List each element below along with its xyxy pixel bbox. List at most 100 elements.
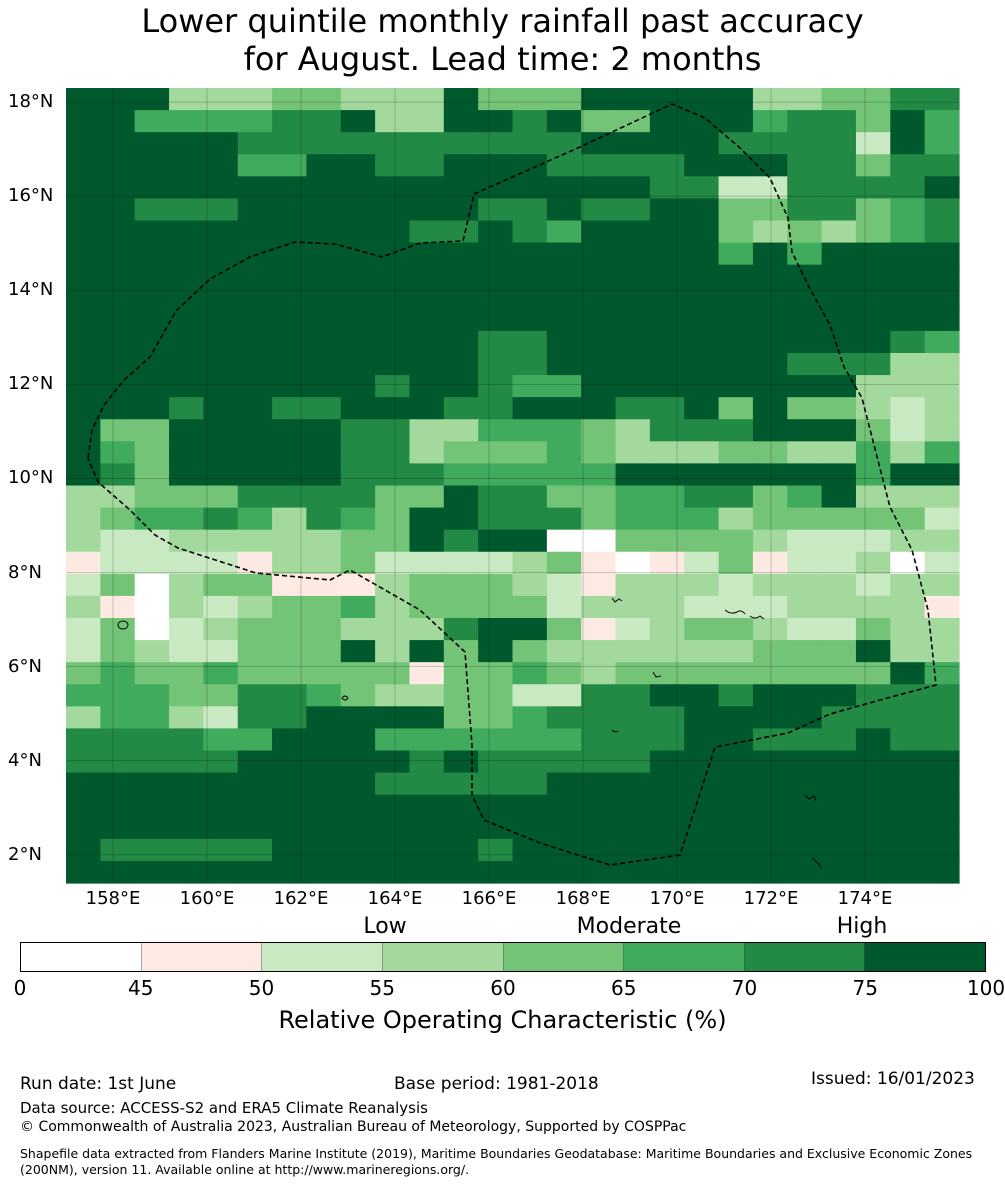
grid-cell xyxy=(512,286,548,310)
grid-cell xyxy=(134,728,170,752)
grid-cell xyxy=(443,198,479,222)
grid-cell xyxy=(237,772,273,796)
grid-cell xyxy=(409,286,445,310)
grid-cell xyxy=(821,419,857,442)
grid-cell xyxy=(100,662,136,685)
grid-cell xyxy=(237,375,273,398)
grid-cell xyxy=(203,816,239,840)
grid-cell xyxy=(478,375,514,398)
grid-cell xyxy=(546,838,582,862)
grid-cell xyxy=(752,529,788,553)
grid-cell xyxy=(512,640,548,663)
grid-cell xyxy=(66,595,101,619)
grid-cell xyxy=(409,330,445,354)
grid-cell xyxy=(375,419,411,442)
grid-cell xyxy=(821,816,857,840)
grid-cell xyxy=(718,618,754,641)
grid-cell xyxy=(272,154,308,177)
grid-cell xyxy=(100,353,136,376)
grid-cell xyxy=(855,375,891,398)
colorbar-swatch xyxy=(744,943,866,971)
grid-cell xyxy=(821,618,857,641)
grid-cell xyxy=(821,728,857,752)
grid-cell xyxy=(478,463,514,487)
grid-cell xyxy=(100,684,136,707)
grid-cell xyxy=(512,441,548,465)
grid-cell xyxy=(237,750,273,774)
grid-cell xyxy=(443,728,479,752)
grid-cell xyxy=(787,441,823,465)
grid-cell xyxy=(649,507,685,531)
grid-cell xyxy=(649,816,685,840)
grid-cell xyxy=(546,640,582,663)
grid-cell xyxy=(340,816,376,840)
grid-cell xyxy=(272,308,308,332)
grid-cell xyxy=(890,88,926,111)
grid-cell xyxy=(478,441,514,465)
grid-cell xyxy=(340,441,376,465)
grid-cell xyxy=(478,88,514,111)
grid-cell xyxy=(340,507,376,531)
grid-cell xyxy=(924,198,960,222)
grid-cell xyxy=(890,198,926,222)
grid-cell xyxy=(855,286,891,310)
grid-cell xyxy=(443,551,479,575)
grid-cell xyxy=(375,110,411,133)
grid-cell xyxy=(787,330,823,354)
grid-cell xyxy=(237,573,273,597)
grid-cell xyxy=(169,375,204,398)
island-outlines xyxy=(117,597,823,870)
grid-cell xyxy=(924,529,960,553)
grid-cell xyxy=(306,772,342,796)
grid-cell xyxy=(409,529,445,553)
grid-cell xyxy=(546,860,582,884)
grid-cell xyxy=(375,838,411,862)
grid-cell xyxy=(169,397,204,420)
grid-cell xyxy=(855,220,891,244)
grid-cell xyxy=(718,198,754,222)
grid-cell xyxy=(855,728,891,752)
grid-cell xyxy=(546,750,582,774)
grid-cell xyxy=(581,132,617,155)
grid-cell xyxy=(649,640,685,663)
grid-cell xyxy=(409,551,445,575)
grid-cell xyxy=(409,110,445,133)
grid-cell xyxy=(615,198,651,222)
grid-cell xyxy=(684,640,720,663)
grid-cell xyxy=(409,419,445,442)
grid-cell xyxy=(924,640,960,663)
grid-cell xyxy=(409,794,445,818)
grid-cell xyxy=(787,286,823,310)
grid-cell xyxy=(134,794,170,818)
grid-cell xyxy=(718,375,754,398)
grid-cell xyxy=(924,772,960,796)
grid-cell xyxy=(752,772,788,796)
grid-cell xyxy=(203,507,239,531)
grid-cell xyxy=(203,595,239,619)
grid-cell xyxy=(478,816,514,840)
grid-cell xyxy=(581,242,617,266)
grid-cell xyxy=(134,573,170,597)
grid-cell xyxy=(787,750,823,774)
grid-cell xyxy=(169,330,204,354)
grid-cell xyxy=(375,507,411,531)
grid-cell xyxy=(718,308,754,332)
grid-cell xyxy=(443,816,479,840)
grid-cell xyxy=(752,132,788,155)
grid-cell xyxy=(375,728,411,752)
grid-cell xyxy=(134,485,170,509)
grid-cell xyxy=(855,772,891,796)
grid-cell xyxy=(718,286,754,310)
grid-cell xyxy=(169,419,204,442)
grid-cell xyxy=(66,750,101,774)
grid-cell xyxy=(821,640,857,663)
grid-cell xyxy=(890,860,926,884)
grid-cell xyxy=(409,375,445,398)
lon-label: 166°E xyxy=(461,888,517,909)
grid-cell xyxy=(787,794,823,818)
grid-cell xyxy=(100,640,136,663)
grid-cell xyxy=(649,573,685,597)
grid-cell xyxy=(340,618,376,641)
grid-cell xyxy=(718,419,754,442)
grid-cell xyxy=(615,242,651,266)
